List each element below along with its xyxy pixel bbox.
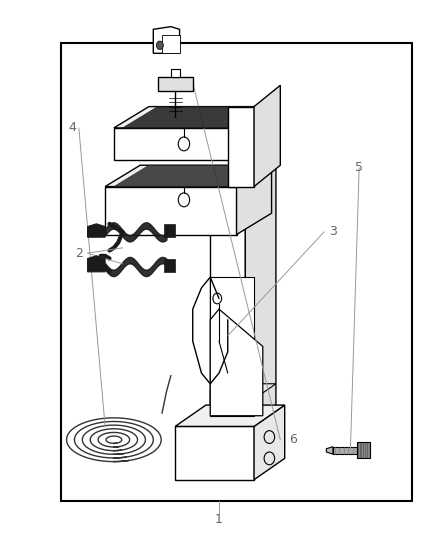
Circle shape (178, 137, 190, 151)
Polygon shape (254, 85, 280, 187)
Polygon shape (237, 165, 272, 235)
Text: 6: 6 (290, 433, 297, 446)
Polygon shape (88, 256, 105, 272)
Polygon shape (175, 426, 254, 480)
Polygon shape (105, 187, 237, 235)
Polygon shape (153, 27, 180, 53)
Polygon shape (245, 149, 276, 426)
Polygon shape (114, 128, 237, 160)
Text: 3: 3 (329, 225, 337, 238)
Polygon shape (164, 259, 175, 272)
Text: 2: 2 (75, 247, 83, 260)
Polygon shape (88, 224, 105, 237)
Circle shape (178, 193, 190, 207)
Text: 4: 4 (68, 122, 76, 134)
Polygon shape (326, 447, 333, 454)
Polygon shape (254, 405, 285, 480)
Polygon shape (114, 165, 263, 187)
Polygon shape (162, 35, 180, 53)
Polygon shape (210, 309, 263, 416)
Polygon shape (210, 277, 254, 416)
Polygon shape (171, 69, 180, 77)
Polygon shape (158, 77, 193, 91)
Polygon shape (237, 107, 272, 160)
Text: 1: 1 (215, 513, 223, 526)
Polygon shape (228, 107, 254, 187)
Circle shape (156, 41, 163, 50)
Polygon shape (357, 442, 370, 458)
Polygon shape (114, 107, 272, 128)
Polygon shape (333, 447, 357, 454)
Polygon shape (105, 165, 272, 187)
Polygon shape (164, 224, 175, 237)
Polygon shape (123, 107, 263, 128)
Polygon shape (175, 405, 285, 426)
Polygon shape (210, 171, 245, 426)
Polygon shape (210, 384, 276, 405)
Text: 5: 5 (355, 161, 363, 174)
